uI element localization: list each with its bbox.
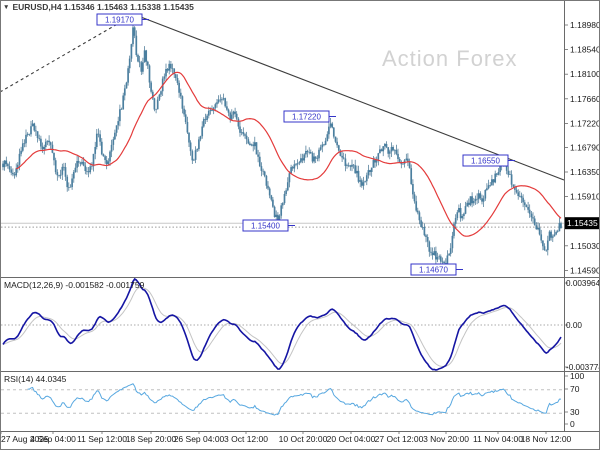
axis-tick-label: 1.19170 xyxy=(105,16,134,25)
axis-tick-label: 100 xyxy=(570,371,584,381)
rsi-pane xyxy=(27,383,561,416)
price-annotations: 1.19170 1.17220 1.16550 1.15400 1.14670 xyxy=(96,13,515,276)
rsi-levels xyxy=(1,389,564,414)
axis-tick-label: 70 xyxy=(570,384,580,394)
axis-tick-label: 0.00 xyxy=(566,321,582,330)
price-label-box[interactable]: 1.19170 xyxy=(96,13,149,26)
axis-tick-label: 0 xyxy=(570,419,575,429)
rsi-line[interactable] xyxy=(27,383,561,416)
axis-tick-label: 1.14590 xyxy=(570,265,600,275)
axis-tick-label: 3 Oct 12:00 xyxy=(224,434,268,444)
price-axis: 1.18980 1.18540 1.18100 1.17660 1.17220 1.167… xyxy=(564,20,600,275)
axis-tick-label: 11 Nov 04:00 xyxy=(473,434,523,444)
rsi-axis: 100 70 30 0 xyxy=(564,371,584,429)
axis-tick-label: 18 Nov 12:00 xyxy=(521,434,572,444)
axis-tick-label: 20 Oct 04:00 xyxy=(327,434,376,444)
macd-main-line[interactable] xyxy=(2,277,562,371)
axis-tick-label: 1.15435 xyxy=(567,218,598,228)
candle-bodies xyxy=(2,27,562,264)
axis-tick-label: 1.16550 xyxy=(471,157,500,166)
axis-tick-label: 0.003964 xyxy=(566,279,600,288)
macd-pane xyxy=(2,277,562,371)
axis-tick-label: 27 Oct 12:00 xyxy=(375,434,424,444)
axis-tick-label: 1.15400 xyxy=(251,222,280,231)
axis-tick-label: 1.17220 xyxy=(570,118,600,128)
trendlines xyxy=(0,13,565,181)
axis-tick-label: 1.18980 xyxy=(570,20,600,30)
price-label-box[interactable]: 1.15400 xyxy=(242,219,295,232)
axis-tick-label: 30 xyxy=(570,407,580,417)
axis-tick-label: 1.15910 xyxy=(570,192,600,202)
axis-tick-label: 1.14670 xyxy=(419,266,448,275)
price-label-box[interactable]: 1.14670 xyxy=(410,263,463,276)
axis-tick-label: 1.16790 xyxy=(570,142,600,152)
axis-tick-label: 4 Sep 04:00 xyxy=(30,434,76,444)
descending-trendline[interactable] xyxy=(132,13,565,181)
axis-tick-label: 1.15030 xyxy=(570,241,600,251)
axis-tick-label: -0.003774 xyxy=(566,363,600,372)
axis-tick-label: 18 Sep 20:00 xyxy=(126,434,177,444)
axis-tick-label: 27 Aug 2025 xyxy=(1,434,49,444)
axis-tick-label: 11 Sep 12:00 xyxy=(77,434,127,444)
axis-tick-label: 1.16350 xyxy=(570,167,600,177)
candlestick-series xyxy=(2,14,562,269)
axis-tick-label: 1.18100 xyxy=(570,69,600,79)
macd-axis: 0.003964 0.00 -0.003774 xyxy=(564,279,600,372)
axis-tick-label: 26 Sep 04:00 xyxy=(174,434,225,444)
macd-signal-line xyxy=(2,287,562,367)
axis-tick-label: 1.17660 xyxy=(570,94,600,104)
ma-line[interactable] xyxy=(16,71,562,237)
price-label-box[interactable]: 1.16550 xyxy=(462,154,515,167)
axis-tick-label: 1.17220 xyxy=(292,113,321,122)
ascending-dashed-trendline[interactable] xyxy=(0,14,134,93)
current-price-axis-box: 1.15435 xyxy=(565,217,600,230)
axis-tick-label: 3 Nov 20:00 xyxy=(423,434,469,444)
moving-average xyxy=(16,71,562,237)
axis-tick-label: 10 Oct 20:00 xyxy=(279,434,328,444)
axis-tick-label: 1.18540 xyxy=(570,45,600,55)
price-label-box[interactable]: 1.17220 xyxy=(283,110,336,123)
